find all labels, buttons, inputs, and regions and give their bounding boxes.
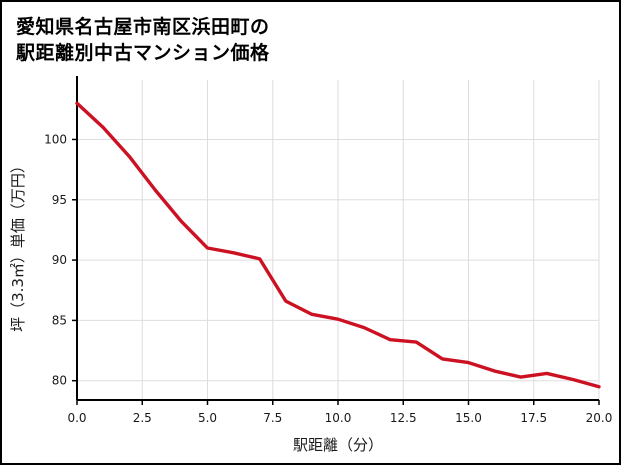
y-axis-label: 坪（3.3㎡）単価（万円） [9,158,27,332]
x-tick-label: 0.0 [67,411,86,425]
x-tick-label: 17.5 [520,411,547,425]
price-line [75,101,601,389]
x-tick-label: 10.0 [325,411,352,425]
chart-title-line2: 駅距離別中古マンション価格 [16,41,270,64]
y-tick-label: 85 [52,314,67,328]
chart-title: 愛知県名古屋市南区浜田町の 駅距離別中古マンション価格 [2,2,619,66]
x-tick-label: 15.0 [455,411,482,425]
y-tick-label: 95 [52,193,67,207]
x-tick-label: 20.0 [586,411,613,425]
chart-title-line1: 愛知県名古屋市南区浜田町の [16,16,270,38]
y-tick-label: 90 [52,253,67,267]
x-tick-label: 2.5 [133,411,152,425]
x-tick-label: 12.5 [390,411,417,425]
y-tick-label: 100 [44,133,67,147]
x-tick-label: 7.5 [263,411,282,425]
y-tick-label: 80 [52,374,67,388]
x-tick-label: 5.0 [198,411,217,425]
line-chart: 0.0 2.5 5.0 7.5 10.0 12.5 15.0 17.5 20.0 80 85 90 95… [9,76,613,454]
x-axis-label: 駅距離（分） [293,436,383,454]
